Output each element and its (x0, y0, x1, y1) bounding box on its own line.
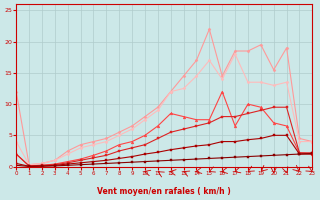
X-axis label: Vent moyen/en rafales ( km/h ): Vent moyen/en rafales ( km/h ) (97, 187, 231, 196)
